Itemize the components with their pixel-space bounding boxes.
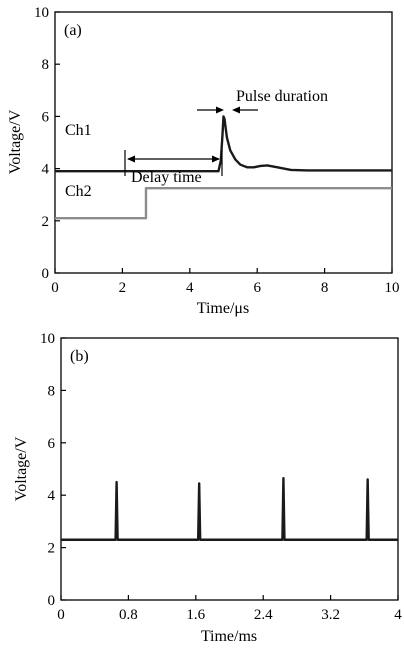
delay-time-label: Delay time bbox=[131, 169, 202, 186]
panel-b-y-axis-title: Voltage/V bbox=[13, 436, 30, 501]
x-tick-label: 1.6 bbox=[186, 607, 205, 623]
y-tick-label: 2 bbox=[48, 541, 56, 557]
series-line-a-ch1 bbox=[55, 115, 392, 173]
panel-b-x-axis-title: Time/ms bbox=[201, 628, 257, 645]
series-line-a-ch2 bbox=[55, 186, 392, 220]
y-tick-label: 10 bbox=[34, 5, 49, 21]
y-tick-label: 0 bbox=[48, 593, 56, 609]
series-label-ch2: Ch2 bbox=[65, 183, 92, 200]
y-tick-label: 4 bbox=[48, 488, 56, 504]
panel-a-frame bbox=[54, 11, 393, 274]
series-label-ch1: Ch1 bbox=[65, 122, 92, 139]
x-tick-label: 4 bbox=[394, 607, 402, 623]
panel-a-x-axis-title: Time/μs bbox=[197, 300, 249, 317]
panel-a-series bbox=[55, 115, 392, 220]
y-tick-label: 4 bbox=[42, 162, 50, 178]
panel-a: 0 2 4 6 8 10 0 2 4 6 8 10 (a) Time/μs Voltage/V Ch… bbox=[7, 5, 400, 317]
y-tick-label: 6 bbox=[48, 436, 56, 452]
y-tick-label: 6 bbox=[42, 109, 50, 125]
x-tick-label: 0 bbox=[51, 280, 59, 296]
panel-a-x-ticks: 0 2 4 6 8 10 bbox=[51, 268, 400, 296]
series-line-b-1 bbox=[61, 476, 398, 541]
pulse-duration-label: Pulse duration bbox=[236, 88, 328, 105]
panel-b-x-ticks: 0 0.8 1.6 2.4 3.2 4 bbox=[57, 595, 402, 623]
panel-a-y-ticks: 0 2 4 6 8 10 bbox=[34, 5, 60, 282]
x-tick-label: 3.2 bbox=[321, 607, 340, 623]
y-tick-label: 10 bbox=[40, 331, 55, 347]
x-tick-label: 8 bbox=[321, 280, 329, 296]
panel-b-frame bbox=[60, 337, 399, 601]
y-tick-label: 2 bbox=[42, 214, 50, 230]
delay-time-arrow bbox=[124, 150, 223, 176]
y-tick-label: 0 bbox=[42, 266, 50, 282]
panel-a-y-axis-title: Voltage/V bbox=[7, 109, 24, 174]
x-tick-label: 2.4 bbox=[254, 607, 273, 623]
y-tick-label: 8 bbox=[42, 57, 50, 73]
x-tick-label: 0 bbox=[57, 607, 65, 623]
panel-b-label: (b) bbox=[70, 348, 89, 365]
x-tick-label: 10 bbox=[385, 280, 400, 296]
x-tick-label: 4 bbox=[186, 280, 194, 296]
x-tick-label: 0.8 bbox=[119, 607, 138, 623]
pulse-duration-arrows bbox=[197, 106, 258, 114]
y-tick-label: 8 bbox=[48, 383, 56, 399]
panel-a-label: (a) bbox=[64, 22, 82, 39]
panel-b: 0 0.8 1.6 2.4 3.2 4 0 2 4 6 8 10 (b) Time/ms Volta… bbox=[13, 331, 402, 645]
panel-b-series bbox=[61, 476, 398, 541]
x-tick-label: 2 bbox=[119, 280, 127, 296]
panel-b-y-ticks: 0 2 4 6 8 10 bbox=[40, 331, 66, 609]
x-tick-label: 6 bbox=[253, 280, 261, 296]
